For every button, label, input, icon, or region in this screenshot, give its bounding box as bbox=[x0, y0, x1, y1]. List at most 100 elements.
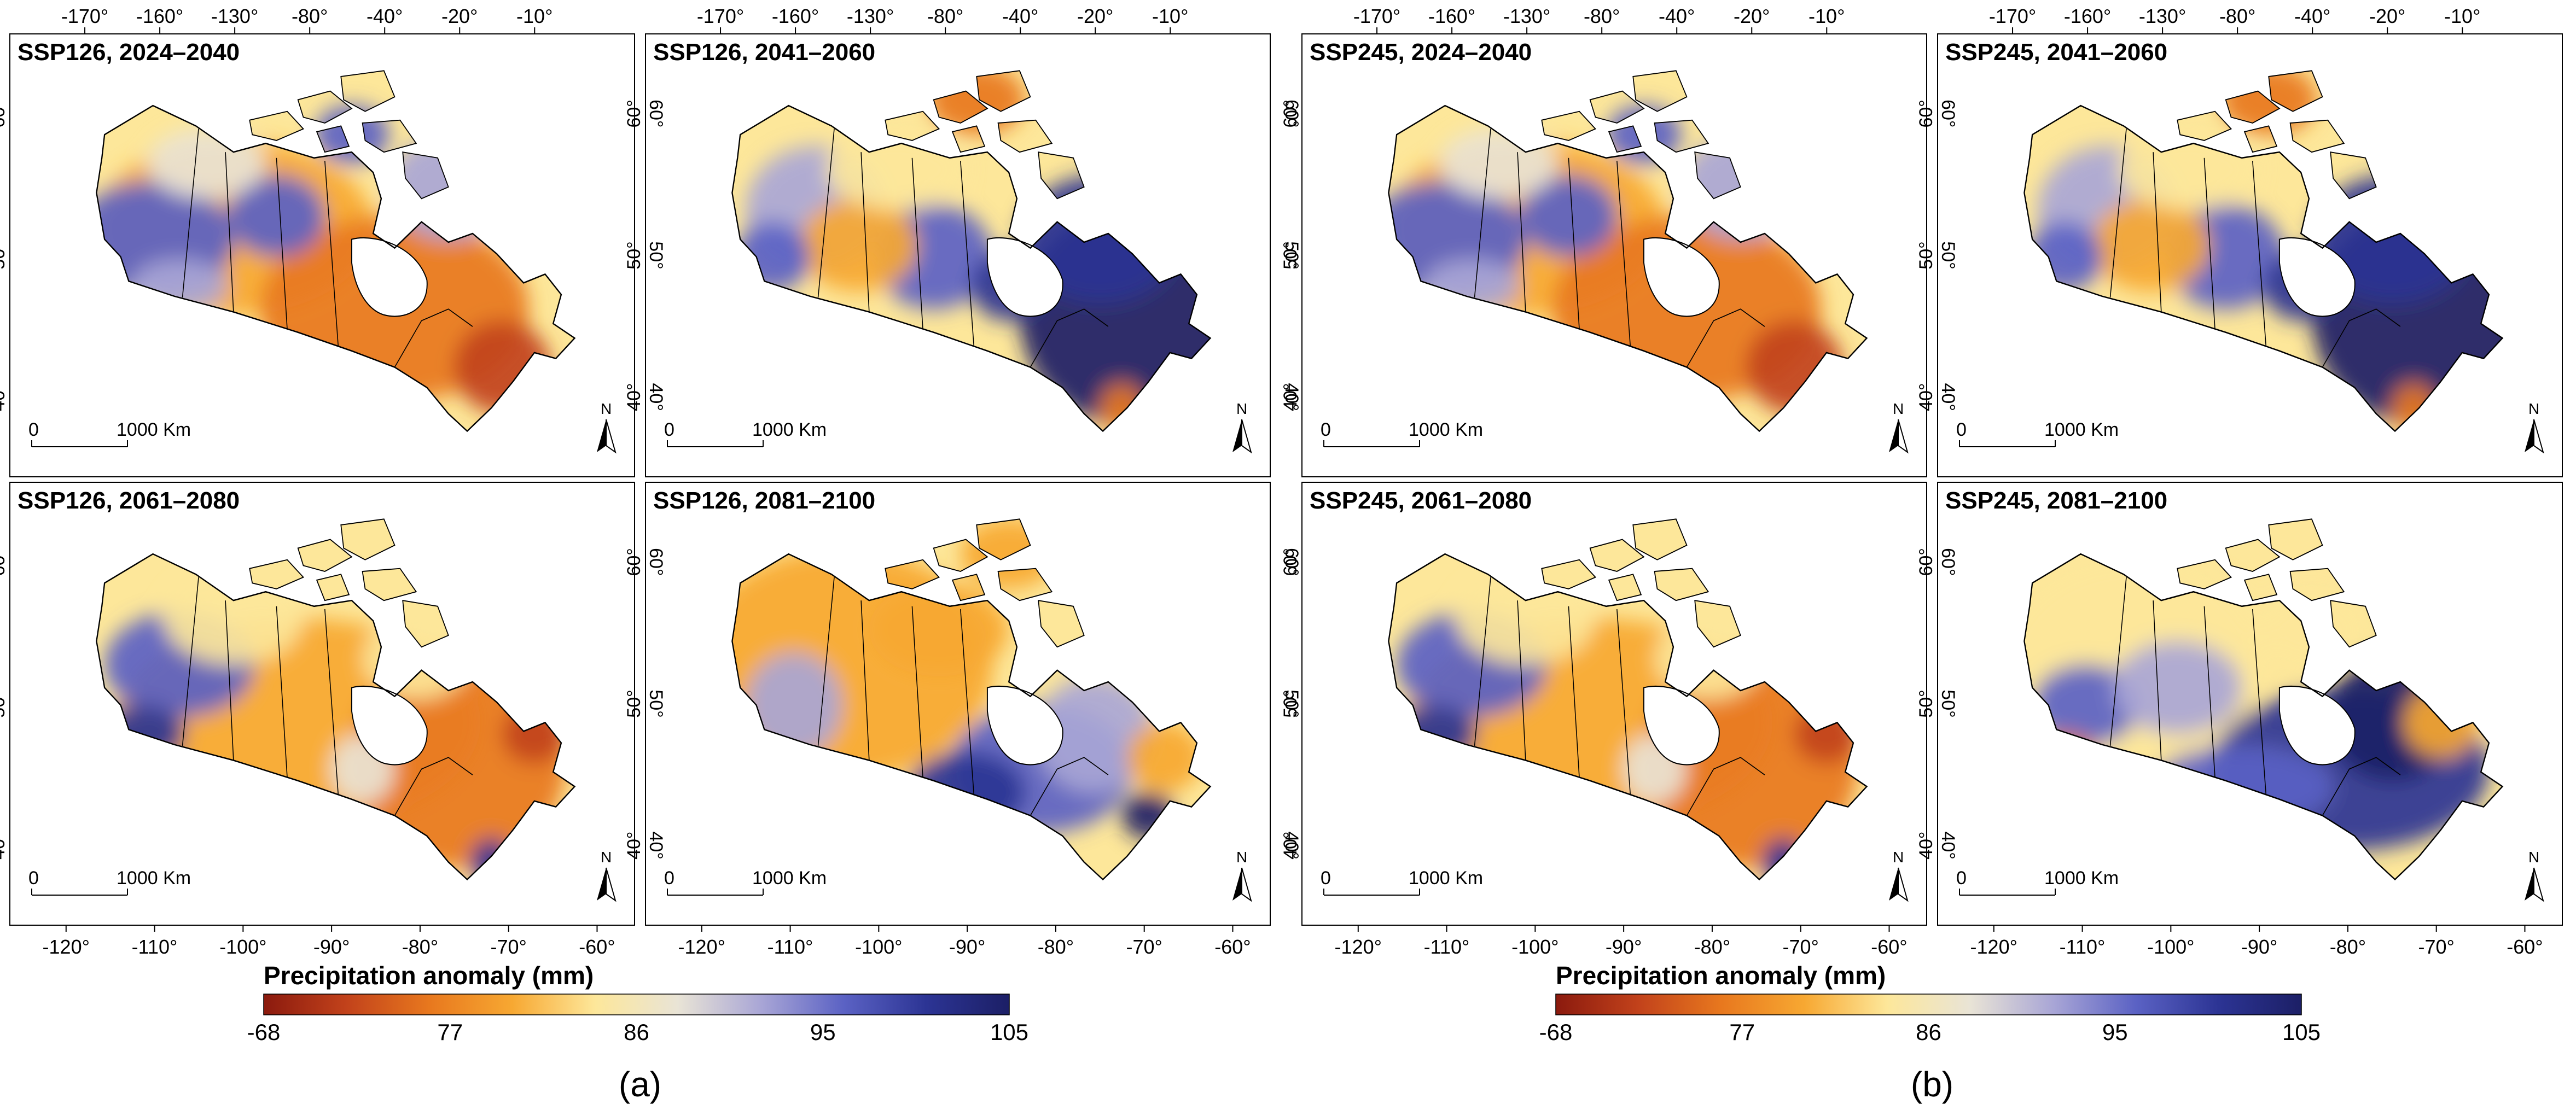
map-panel[interactable]: SSP126, 2024–2040 0 1000 Km N bbox=[9, 33, 635, 477]
province-border bbox=[1517, 600, 1526, 761]
province-border bbox=[2203, 157, 2216, 330]
top-longitude-label: -20° bbox=[1077, 5, 1113, 27]
latitude-label-left: 50° bbox=[624, 690, 644, 717]
bottom-longitude-label: -90° bbox=[1606, 936, 1642, 958]
anomaly-blob bbox=[2113, 641, 2242, 734]
map-title: SSP126, 2024–2040 bbox=[18, 39, 240, 66]
country-outline bbox=[1388, 553, 1868, 881]
province-border bbox=[1568, 157, 1580, 330]
latitude-label-left: 60° bbox=[0, 100, 9, 127]
top-longitude-label: -130° bbox=[2139, 5, 2186, 27]
anomaly-blob bbox=[2032, 664, 2140, 746]
scale-bar-end: 1000 Km bbox=[117, 868, 191, 889]
top-longitude-label: -80° bbox=[1584, 5, 1620, 27]
arctic-island-outline bbox=[976, 518, 1031, 560]
latitude-label-left: 60° bbox=[1916, 548, 1937, 576]
bottom-longitude-label: -80° bbox=[2330, 936, 2366, 958]
province-border bbox=[860, 152, 870, 312]
north-arrow-icon bbox=[1889, 419, 1898, 452]
arctic-island-outline bbox=[402, 151, 449, 200]
top-longitude-label: -130° bbox=[847, 5, 894, 27]
province-border bbox=[960, 609, 975, 796]
colorbar-tick-label: 95 bbox=[2102, 1019, 2128, 1045]
map-panel[interactable]: SSP245, 2041–2060 0 1000 Km N bbox=[1937, 33, 2563, 477]
latitude-label-right: 40° bbox=[646, 383, 666, 411]
latitude-label-left: 40° bbox=[0, 831, 9, 859]
colorbar-tick-label: 86 bbox=[624, 1019, 649, 1045]
north-arrow-icon bbox=[2533, 867, 2544, 902]
top-longitude-label: -80° bbox=[2219, 5, 2255, 27]
map-title: SSP126, 2081–2100 bbox=[653, 487, 875, 514]
arctic-island-outline bbox=[2225, 90, 2281, 124]
map-panel[interactable]: SSP126, 2041–2060 0 1000 Km N bbox=[645, 33, 1271, 477]
colorbar-tick-label: 95 bbox=[810, 1019, 836, 1045]
top-longitude-label: -10° bbox=[2444, 5, 2480, 27]
top-longitude-label: -170° bbox=[697, 5, 744, 27]
scale-bar-start: 0 bbox=[664, 868, 674, 889]
colorbar-title: Precipitation anomaly (mm) bbox=[1556, 961, 1886, 990]
top-longitude-label: -10° bbox=[1152, 5, 1188, 27]
map-panel[interactable]: SSP245, 2061–2080 0 1000 Km N bbox=[1301, 482, 1927, 926]
latitude-label-right: 40° bbox=[1938, 831, 1958, 859]
north-arrow-icon bbox=[2525, 419, 2534, 452]
arctic-island-outline bbox=[951, 125, 986, 153]
map-panel[interactable]: SSP126, 2081–2100 0 1000 Km N bbox=[645, 482, 1271, 926]
latitude-label-left: 50° bbox=[0, 241, 9, 269]
arctic-island-outline bbox=[316, 125, 350, 153]
country-outline bbox=[96, 104, 576, 433]
top-longitude-label: -160° bbox=[136, 5, 183, 27]
arctic-island-outline bbox=[1608, 125, 1642, 153]
arctic-island-outline bbox=[2177, 110, 2232, 141]
arctic-island-outline bbox=[2268, 70, 2323, 112]
bottom-longitude-label: -60° bbox=[1871, 936, 1907, 958]
scale-bar-start: 0 bbox=[1956, 868, 1967, 889]
bottom-longitude-label: -70° bbox=[490, 936, 526, 958]
north-arrow-icon bbox=[1898, 867, 1909, 902]
anomaly-blob bbox=[2091, 198, 2210, 292]
arctic-island-outline bbox=[2268, 518, 2323, 560]
scale-bar-end: 1000 Km bbox=[2044, 868, 2119, 889]
top-longitude-label: -130° bbox=[211, 5, 258, 27]
province-border bbox=[960, 161, 975, 347]
top-longitude-label: -160° bbox=[1428, 5, 1475, 27]
map-title: SSP245, 2024–2040 bbox=[1310, 39, 1532, 66]
arctic-island-outline bbox=[2289, 119, 2345, 153]
arctic-island-outline bbox=[885, 559, 940, 589]
bottom-longitude-label: -120° bbox=[43, 936, 90, 958]
arctic-island-outline bbox=[1694, 600, 1741, 648]
scale-bar-end: 1000 Km bbox=[752, 868, 827, 889]
arctic-island-outline bbox=[2243, 574, 2278, 601]
arctic-island-outline bbox=[933, 90, 988, 124]
province-border bbox=[2109, 128, 2127, 298]
province-border bbox=[1616, 609, 1631, 796]
bottom-longitude-label: -60° bbox=[2507, 936, 2543, 958]
latitude-label-right: 40° bbox=[2573, 831, 2576, 859]
province-border bbox=[394, 308, 473, 367]
north-arrow-icon bbox=[606, 867, 617, 902]
latitude-label-left: 40° bbox=[624, 383, 644, 411]
arctic-island-outline bbox=[1038, 600, 1085, 648]
bottom-longitude-label: -80° bbox=[1694, 936, 1730, 958]
latitude-label-left: 60° bbox=[1916, 100, 1937, 127]
panel-set-label: (a) bbox=[619, 1065, 661, 1104]
arctic-island-outline bbox=[1038, 151, 1085, 200]
map-panel[interactable]: SSP126, 2061–2080 0 1000 Km N bbox=[9, 482, 635, 926]
map-panel[interactable]: SSP245, 2024–2040 0 1000 Km N bbox=[1301, 33, 1927, 477]
bottom-longitude-label: -70° bbox=[1782, 936, 1818, 958]
province-border bbox=[911, 606, 923, 778]
north-arrow-label: N bbox=[601, 849, 612, 866]
top-longitude-label: -80° bbox=[927, 5, 963, 27]
arctic-island-outline bbox=[340, 70, 396, 112]
scale-bar-start: 0 bbox=[1956, 419, 1967, 440]
top-longitude-label: -20° bbox=[1734, 5, 1770, 27]
country-outline bbox=[731, 104, 1212, 433]
province-border bbox=[911, 157, 923, 330]
latitude-label-left: 40° bbox=[1916, 831, 1937, 859]
bottom-longitude-label: -70° bbox=[1126, 936, 1162, 958]
map-title: SSP245, 2041–2060 bbox=[1945, 39, 2167, 66]
province-border bbox=[324, 161, 339, 347]
map-panel[interactable]: SSP245, 2081–2100 0 1000 Km N bbox=[1937, 482, 2563, 926]
north-arrow-icon bbox=[1232, 868, 1242, 901]
latitude-label-right: 40° bbox=[1938, 383, 1958, 411]
bottom-longitude-label: -60° bbox=[1214, 936, 1251, 958]
